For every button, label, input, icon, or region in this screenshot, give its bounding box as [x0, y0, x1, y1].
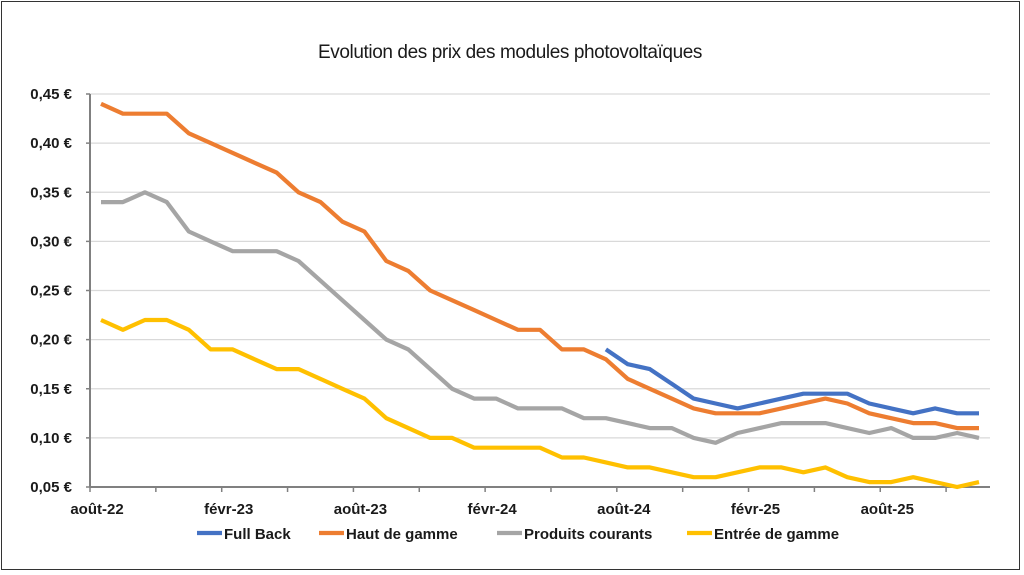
y-tick-label: 0,35 € — [30, 184, 72, 201]
legend-label: Produits courants — [524, 526, 652, 543]
x-tick-label: févr-23 — [204, 501, 253, 518]
legend-label: Entrée de gamme — [714, 526, 839, 543]
y-tick-label: 0,40 € — [30, 135, 72, 152]
series-line-full-back — [604, 347, 979, 416]
legend-label: Haut de gamme — [346, 526, 458, 543]
y-tick-label: 0,25 € — [30, 283, 72, 300]
x-tick-label: févr-24 — [468, 501, 518, 518]
y-tick-label: 0,20 € — [30, 332, 72, 349]
x-tick-label: août-25 — [861, 501, 914, 518]
y-tick-label: 0,45 € — [30, 86, 72, 103]
chart-title: Evolution des prix des modules photovolt… — [318, 42, 702, 63]
x-axis: août-22 févr-23 août-23 févr-24 août-24 févr-… — [70, 486, 990, 518]
y-tick-label: 0,30 € — [30, 233, 72, 250]
series-lines — [100, 101, 980, 490]
x-tick-label: août-22 — [70, 501, 123, 518]
x-tick-label: août-23 — [334, 501, 387, 518]
legend-label: Full Back — [224, 526, 291, 543]
gridlines — [90, 93, 990, 439]
y-tick-label: 0,05 € — [30, 479, 72, 496]
y-tick-label: 0,15 € — [30, 381, 72, 398]
legend: Full Back Haut de gamme Produits courants E… — [197, 526, 839, 543]
series-line-haut-de-gamme — [100, 101, 979, 431]
y-axis: 0,05 € 0,10 € 0,15 € 0,20 € 0,25 € 0,30 € 0,35… — [30, 86, 91, 496]
x-tick-label: août-24 — [597, 501, 651, 518]
x-tick-label: févr-25 — [731, 501, 780, 518]
y-tick-label: 0,10 € — [30, 430, 72, 447]
